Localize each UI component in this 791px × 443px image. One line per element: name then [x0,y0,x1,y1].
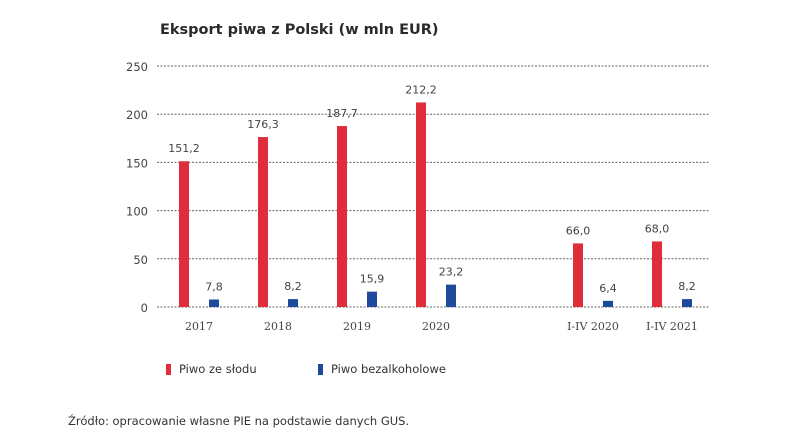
data-label: 8,2 [678,280,696,293]
bar-piwo-ze-slodu [416,102,426,307]
bar-piwo-bezalkoholowe [682,299,692,307]
x-tick-label: I-IV 2020 [567,320,619,333]
chart-title: Eksport piwa z Polski (w mln EUR) [160,22,439,38]
data-label: 151,2 [168,142,200,155]
y-tick-label: 100 [126,205,148,219]
bar-piwo-bezalkoholowe [288,299,298,307]
bar-piwo-bezalkoholowe [446,284,456,307]
legend-label: Piwo ze słodu [179,362,257,376]
x-tick-label: 2018 [264,320,292,333]
legend-swatch-blue [318,363,323,375]
x-tick-label: 2020 [422,320,450,333]
y-tick-label: 250 [126,60,148,74]
y-tick-label: 0 [141,301,148,315]
bar-piwo-bezalkoholowe [603,300,613,307]
bar-piwo-ze-slodu [258,137,268,307]
data-label: 176,3 [247,118,279,131]
bar-piwo-ze-slodu [652,241,662,307]
source-note: Źródło: opracowanie własne PIE na podsta… [68,414,410,428]
y-tick-label: 200 [126,108,148,122]
legend-swatch-red [166,363,171,375]
data-label: 6,4 [599,282,617,295]
data-label: 15,9 [360,273,385,286]
data-label: 7,8 [205,280,223,293]
bar-piwo-bezalkoholowe [209,299,219,307]
x-tick-label: I-IV 2021 [646,320,698,333]
legend-item-piwo-ze-slodu: Piwo ze słodu [166,362,257,376]
legend-item-piwo-bezalkoholowe: Piwo bezalkoholowe [318,362,446,376]
data-label: 212,2 [405,83,437,96]
bar-piwo-ze-slodu [179,161,189,307]
legend-label: Piwo bezalkoholowe [331,362,446,376]
y-tick-label: 50 [133,253,148,267]
bar-piwo-ze-slodu [337,126,347,308]
data-label: 23,2 [439,266,464,279]
x-tick-label: 2017 [185,320,213,333]
x-tick-label: 2019 [343,320,371,333]
data-label: 68,0 [645,222,670,235]
y-tick-label: 150 [126,156,148,170]
data-label: 8,2 [284,280,302,293]
bar-piwo-ze-slodu [573,243,583,307]
bar-piwo-bezalkoholowe [367,291,377,307]
data-label: 66,0 [566,224,591,237]
data-label: 187,7 [326,107,358,120]
